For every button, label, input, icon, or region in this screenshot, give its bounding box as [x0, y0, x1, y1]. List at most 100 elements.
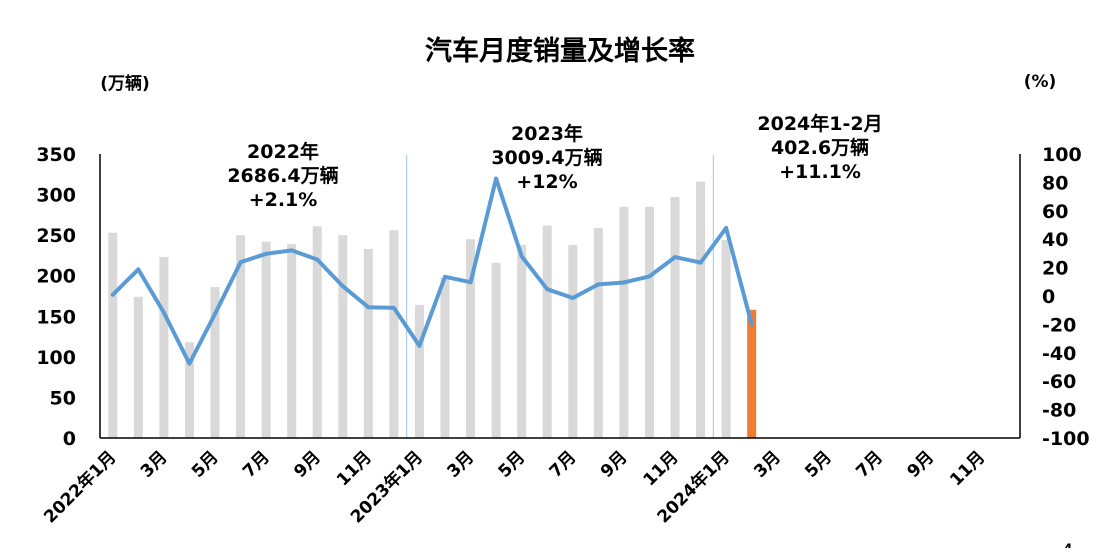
growth-point-11月 — [673, 255, 677, 260]
growth-point-4月 — [494, 176, 499, 181]
x-tick-label: 5月 — [801, 447, 836, 482]
growth-point-2024年1月 — [724, 225, 729, 230]
x-tick-label: 7月 — [239, 447, 274, 482]
annotation-line: 2022年 — [247, 140, 319, 163]
bar-5月 — [517, 244, 527, 438]
bar-2月 — [133, 296, 143, 438]
bar-11月 — [363, 248, 373, 438]
annotation-line: 2024年1-2月 — [757, 112, 882, 135]
growth-point-8月 — [289, 248, 294, 253]
chart-title: 汽车月度销量及增长率 — [425, 35, 695, 67]
bar-2024年1月 — [721, 240, 731, 438]
right-tick-label: -60 — [1042, 371, 1076, 393]
growth-point-12月 — [391, 305, 396, 310]
right-tick-label: 0 — [1042, 286, 1055, 308]
growth-point-2022年1月 — [110, 292, 115, 297]
growth-point-4月 — [187, 361, 192, 366]
page-number: 4 — [1060, 541, 1074, 548]
annotation-line: 2023年 — [511, 122, 583, 145]
bar-11月 — [670, 197, 680, 438]
growth-point-9月 — [621, 280, 626, 285]
right-tick-label: -40 — [1042, 343, 1076, 365]
bar-2022年1月 — [108, 232, 118, 438]
growth-point-3月 — [161, 310, 166, 315]
bar-2023年1月 — [414, 304, 424, 438]
right-tick-label: 100 — [1042, 144, 1082, 166]
growth-point-7月 — [570, 295, 575, 300]
growth-point-2月 — [443, 274, 447, 279]
left-axis-unit: (万辆) — [100, 73, 150, 94]
x-tick-label: 11月 — [640, 447, 683, 490]
x-tick-label: 7月 — [852, 447, 887, 482]
growth-point-2023年1月 — [417, 343, 422, 348]
growth-point-10月 — [647, 274, 652, 279]
x-tick-label: 7月 — [546, 447, 581, 482]
bar-10月 — [338, 235, 348, 438]
growth-point-8月 — [596, 282, 601, 287]
left-tick-label: 0 — [63, 428, 76, 450]
x-tick-label: 2022年1月 — [40, 447, 121, 528]
annotation-line: 2686.4万辆 — [227, 164, 338, 187]
bar-9月 — [312, 226, 322, 438]
growth-point-10月 — [340, 284, 345, 289]
annotation-line: +12% — [516, 171, 577, 193]
growth-point-5月 — [519, 254, 524, 259]
bar-7月 — [261, 241, 271, 438]
left-tick-label: 350 — [36, 144, 76, 166]
bar-3月 — [466, 239, 476, 438]
right-tick-label: -80 — [1042, 400, 1076, 422]
x-tick-label: 5月 — [495, 447, 530, 482]
bar-3月 — [159, 257, 169, 438]
right-tick-label: -100 — [1042, 428, 1090, 450]
right-tick-label: 60 — [1042, 201, 1068, 223]
bar-10月 — [644, 206, 654, 438]
x-tick-label: 9月 — [597, 447, 632, 482]
bar-8月 — [287, 244, 297, 438]
growth-point-7月 — [264, 251, 269, 256]
left-tick-label: 150 — [36, 306, 76, 328]
growth-point-6月 — [238, 260, 243, 265]
left-tick-label: 100 — [36, 347, 76, 369]
bar-6月 — [542, 225, 552, 438]
annotation-line: +2.1% — [249, 189, 318, 211]
right-tick-label: 80 — [1042, 172, 1068, 194]
x-tick-label: 5月 — [188, 447, 223, 482]
left-tick-label: 50 — [50, 387, 76, 409]
x-tick-label: 9月 — [290, 447, 325, 482]
growth-point-12月 — [698, 260, 703, 265]
x-tick-label: 3月 — [137, 447, 172, 482]
left-tick-label: 300 — [36, 185, 76, 207]
x-tick-label: 11月 — [333, 447, 376, 490]
bar-6月 — [236, 235, 246, 438]
annotation-line: 402.6万辆 — [771, 136, 869, 159]
bar-7月 — [568, 244, 578, 438]
annotation-line: +11.1% — [779, 161, 861, 183]
growth-point-3月 — [468, 280, 473, 285]
growth-point-6月 — [545, 287, 550, 292]
x-tick-label: 9月 — [904, 447, 939, 482]
x-tick-label: 11月 — [946, 447, 989, 490]
growth-point-5月 — [213, 311, 217, 316]
left-tick-label: 200 — [36, 266, 76, 288]
right-tick-label: 40 — [1042, 229, 1068, 251]
x-tick-label: 3月 — [750, 447, 785, 482]
growth-point-2月 — [136, 267, 141, 272]
bar-12月 — [696, 181, 706, 439]
growth-point-9月 — [315, 257, 320, 262]
bar-12月 — [389, 230, 399, 438]
bar-5月 — [210, 287, 220, 438]
growth-point-2月 — [749, 322, 754, 327]
right-tick-label: -20 — [1042, 314, 1076, 336]
bar-2月 — [747, 309, 757, 438]
right-axis-unit: (%) — [1024, 72, 1057, 92]
x-tick-label: 3月 — [444, 447, 479, 482]
bar-9月 — [619, 206, 629, 438]
bar-2月 — [440, 277, 450, 438]
growth-rate-line — [111, 176, 754, 366]
left-tick-label: 250 — [36, 225, 76, 247]
annotation-line: 3009.4万辆 — [491, 146, 602, 169]
growth-point-11月 — [366, 305, 371, 310]
bar-4月 — [184, 342, 194, 438]
bar-4月 — [491, 262, 501, 438]
